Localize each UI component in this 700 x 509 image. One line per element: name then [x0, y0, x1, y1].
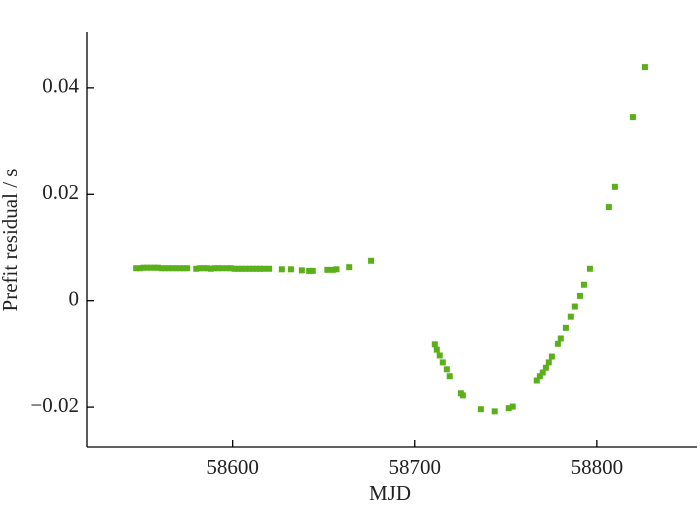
point — [249, 265, 256, 272]
point — [231, 265, 238, 272]
point — [491, 408, 498, 415]
point — [446, 373, 453, 380]
point — [278, 266, 285, 273]
point — [533, 377, 540, 384]
point — [539, 369, 546, 376]
point — [571, 303, 578, 310]
point — [567, 313, 574, 320]
point — [309, 267, 316, 274]
point — [256, 265, 263, 272]
point — [260, 265, 267, 272]
point — [576, 292, 583, 299]
point — [536, 373, 543, 380]
point — [215, 265, 222, 272]
point — [227, 265, 234, 272]
point — [140, 264, 147, 271]
y-tick-label: 0.02 — [42, 180, 79, 204]
point — [562, 324, 569, 331]
point — [211, 265, 218, 272]
point — [324, 266, 331, 273]
point — [580, 281, 587, 288]
x-tick-label: 58800 — [571, 455, 624, 479]
y-axis-label: Prefit residual / s — [0, 169, 22, 312]
y-tick-label: 0.04 — [42, 74, 79, 98]
point — [176, 265, 183, 272]
point — [459, 392, 466, 399]
x-axis-label: MJD — [369, 481, 411, 505]
point — [218, 265, 225, 272]
point — [158, 265, 165, 272]
point — [184, 265, 191, 272]
point — [477, 406, 484, 413]
point — [151, 264, 158, 271]
point — [443, 366, 450, 373]
point — [133, 265, 140, 272]
x-tick-label: 58700 — [389, 455, 442, 479]
point — [509, 403, 516, 410]
point — [306, 267, 313, 274]
point — [200, 265, 207, 272]
point — [162, 265, 169, 272]
point — [368, 257, 375, 264]
point — [346, 264, 353, 271]
point — [266, 265, 273, 272]
point — [287, 266, 294, 273]
point — [169, 265, 176, 272]
point — [611, 183, 618, 190]
point — [207, 265, 214, 272]
point — [165, 265, 172, 272]
point — [431, 341, 438, 348]
point — [548, 353, 555, 360]
point — [224, 265, 231, 272]
point — [554, 340, 561, 347]
point — [155, 264, 162, 271]
point — [147, 264, 154, 271]
point — [298, 267, 305, 274]
x-tick-label: 58600 — [206, 455, 259, 479]
point — [196, 265, 203, 272]
y-tick-label: −0.02 — [30, 393, 79, 417]
point — [433, 346, 440, 353]
point — [439, 359, 446, 366]
point — [136, 265, 143, 272]
point — [557, 335, 564, 342]
point — [542, 364, 549, 371]
point — [144, 264, 151, 271]
point — [242, 265, 249, 272]
point — [586, 265, 593, 272]
y-tick-label: 0 — [69, 286, 80, 310]
point — [246, 265, 253, 272]
point — [605, 204, 612, 211]
point — [193, 265, 200, 272]
point — [238, 265, 245, 272]
point — [505, 405, 512, 412]
point — [545, 359, 552, 366]
point — [333, 266, 340, 273]
point — [180, 265, 187, 272]
point — [235, 265, 242, 272]
point — [629, 114, 636, 121]
point — [329, 266, 336, 273]
point — [436, 352, 443, 359]
point — [204, 265, 211, 272]
point — [253, 265, 260, 272]
point — [173, 265, 180, 272]
point — [641, 64, 648, 71]
